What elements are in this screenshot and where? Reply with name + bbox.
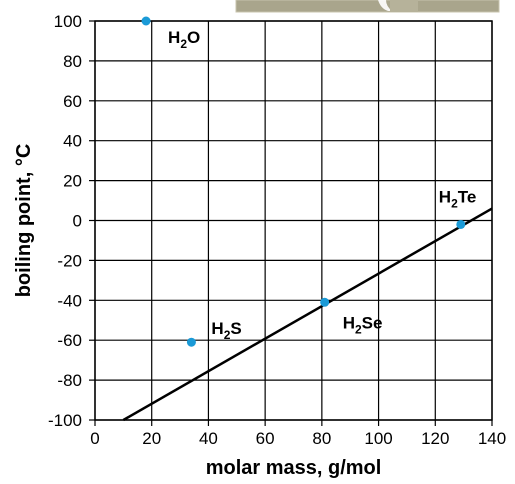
x-tick-label: 120 (421, 429, 449, 448)
trend-line (122, 207, 493, 422)
x-tick-label: 80 (312, 429, 331, 448)
grid-lines (94, 20, 493, 421)
inset-mug-illustration (235, 0, 500, 13)
x-tick-label: 0 (90, 429, 99, 448)
data-point (186, 337, 196, 347)
y-tick-label: -80 (57, 371, 82, 390)
data-point (141, 16, 151, 26)
data-point (456, 219, 466, 229)
x-tick-labels: 0 20 40 60 80 100 120 140 (90, 429, 506, 448)
point-label: H2Te (439, 187, 477, 210)
y-tick-label: 60 (63, 92, 82, 111)
point-label: H2Se (343, 313, 383, 336)
point-label: H2O (168, 28, 200, 51)
y-axis-label: boiling point, °C (13, 144, 35, 298)
x-tick-label: 100 (364, 429, 392, 448)
point-labels: H2O H2S H2Se H2Te (168, 28, 476, 342)
data-point (320, 297, 330, 307)
y-tick-label: 100 (54, 12, 82, 31)
x-tick-label: 40 (199, 429, 218, 448)
x-axis-label: molar mass, g/mol (206, 457, 382, 479)
y-tick-labels: -100 -80 -60 -40 -20 0 20 40 60 80 100 (48, 12, 82, 430)
y-tick-label: -20 (57, 251, 82, 270)
y-tick-label: 40 (63, 132, 82, 151)
y-tick-label: -40 (57, 291, 82, 310)
y-tick-label: 0 (73, 212, 82, 231)
x-tick-label: 60 (256, 429, 275, 448)
y-tick-label: -100 (48, 411, 82, 430)
x-tick-label: 20 (142, 429, 161, 448)
y-tick-label: 20 (63, 172, 82, 191)
y-tick-label: -60 (57, 331, 82, 350)
point-label: H2S (211, 319, 241, 342)
plot-frame (89, 20, 493, 426)
y-tick-label: 80 (63, 52, 82, 71)
data-points (141, 16, 466, 347)
x-tick-label: 140 (478, 429, 506, 448)
